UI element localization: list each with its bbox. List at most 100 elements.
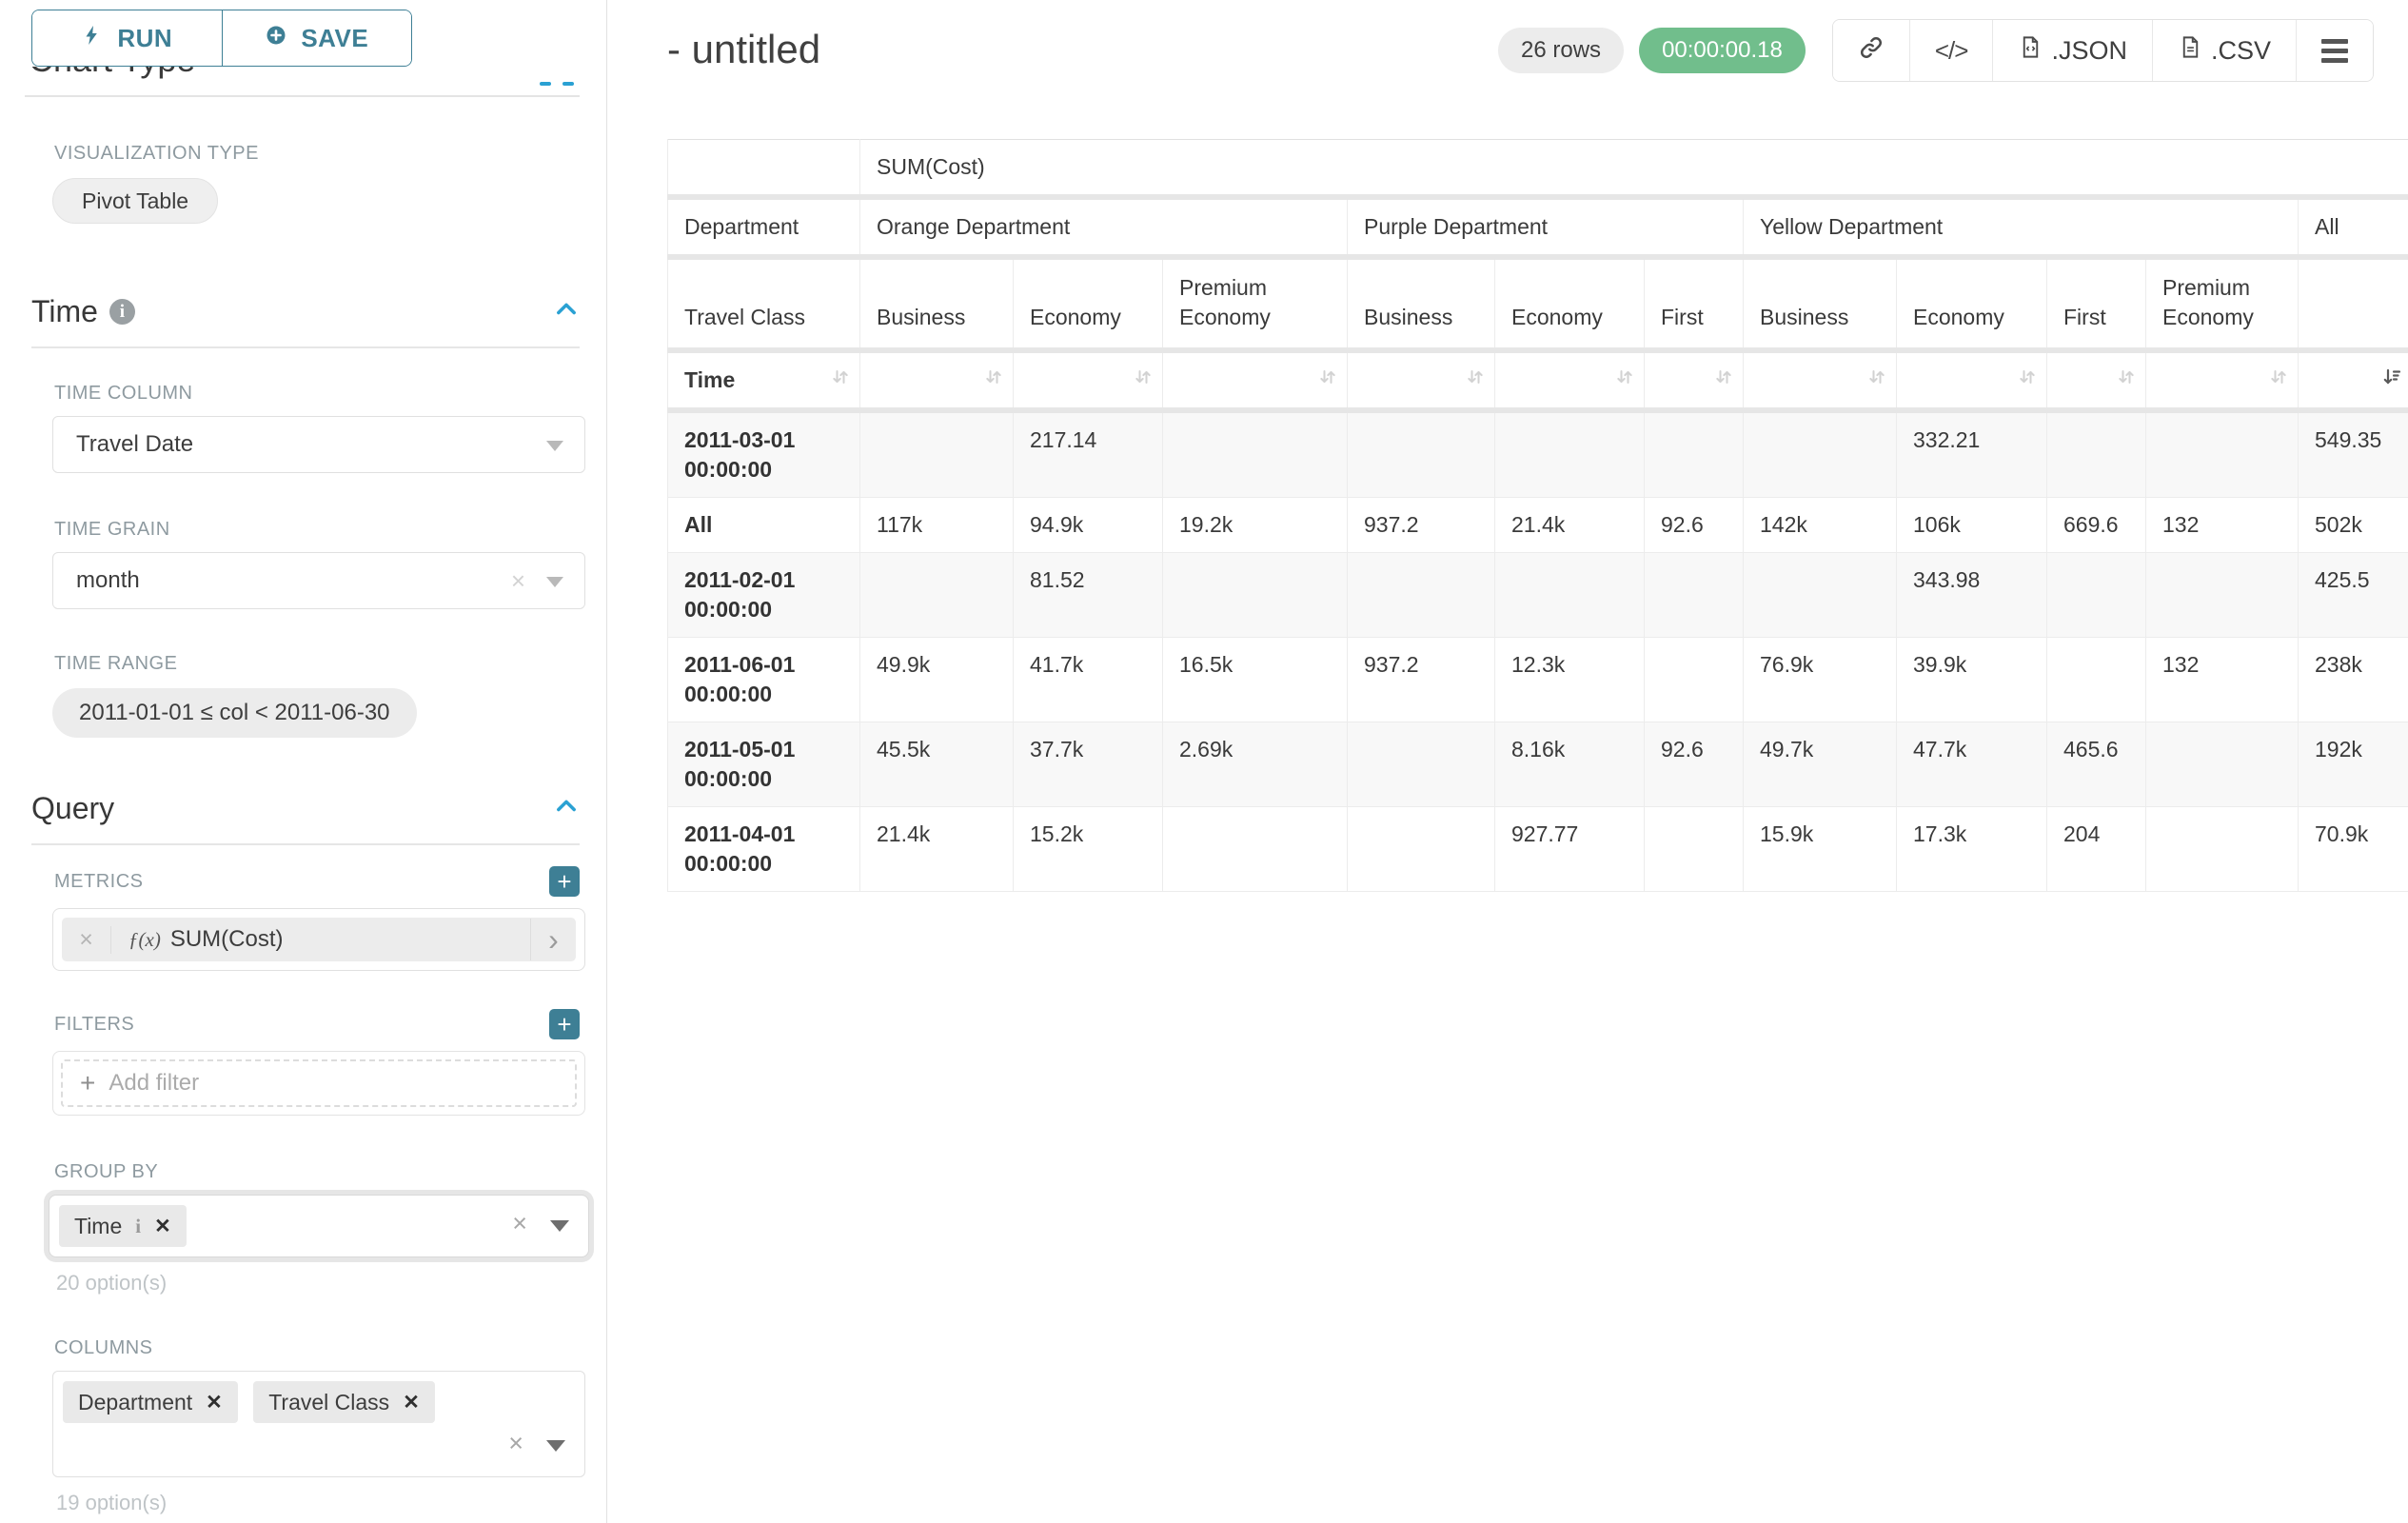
metrics-label: METRICS <box>54 871 144 893</box>
sort-icon[interactable] <box>1316 366 1339 396</box>
remove-metric-icon[interactable]: × <box>62 926 111 954</box>
chevron-down-icon <box>546 577 563 587</box>
row-header-cell: 2011-05-01 00:00:00 <box>668 722 860 807</box>
run-button[interactable]: RUN <box>32 10 222 66</box>
add-filter-button[interactable]: + Add filter <box>61 1059 577 1107</box>
sort-cell <box>1495 350 1645 410</box>
viz-type-pill[interactable]: Pivot Table <box>52 178 218 224</box>
time-grain-select[interactable]: month × <box>52 552 585 609</box>
value-cell: 502k <box>2299 498 2408 553</box>
metric-pill[interactable]: × ƒ(x) SUM(Cost) › <box>62 918 576 961</box>
value-cell: 132 <box>2146 498 2299 553</box>
clear-icon[interactable]: × <box>511 566 525 596</box>
travel-class-header: Business <box>1744 257 1897 350</box>
travel-class-header: Economy <box>1495 257 1645 350</box>
value-cell: 238k <box>2299 638 2408 722</box>
value-cell: 217.14 <box>1014 410 1163 498</box>
value-cell <box>2146 722 2299 807</box>
sort-icon[interactable] <box>829 366 852 396</box>
value-cell <box>1348 410 1495 498</box>
remove-tag-icon[interactable]: ✕ <box>206 1391 223 1414</box>
value-cell <box>1348 553 1495 638</box>
sort-icon[interactable] <box>1613 366 1636 396</box>
value-cell <box>1163 553 1348 638</box>
department-group-header: Orange Department <box>860 197 1348 257</box>
time-axis-label: Time <box>668 350 860 410</box>
sort-cell <box>2299 350 2408 410</box>
chevron-right-icon[interactable]: › <box>530 919 576 960</box>
time-column-select[interactable]: Travel Date <box>52 416 585 473</box>
metric-label: SUM(Cost) <box>170 926 530 953</box>
add-metric-button[interactable]: + <box>549 866 580 897</box>
chevron-down-icon <box>550 1220 569 1232</box>
sort-cell <box>1348 350 1495 410</box>
embed-code-button[interactable]: </> <box>1909 20 1993 81</box>
export-json-button[interactable]: .JSON <box>1992 20 2152 81</box>
sort-desc-active-icon[interactable] <box>2380 366 2403 396</box>
value-cell: 669.6 <box>2047 498 2146 553</box>
group-by-select[interactable]: Time i ✕ × <box>49 1195 589 1257</box>
value-cell: 94.9k <box>1014 498 1163 553</box>
sort-icon[interactable] <box>1712 366 1735 396</box>
time-range-pill[interactable]: 2011-01-01 ≤ col < 2011-06-30 <box>52 688 417 738</box>
value-cell: 15.9k <box>1744 807 1897 892</box>
value-cell <box>860 553 1014 638</box>
add-filter-plus-button[interactable]: + <box>549 1009 580 1039</box>
visualization-type-label: VISUALIZATION TYPE <box>54 143 580 165</box>
remove-tag-icon[interactable]: ✕ <box>403 1391 420 1414</box>
export-csv-button[interactable]: .CSV <box>2152 20 2296 81</box>
department-group-header: All <box>2299 197 2408 257</box>
value-cell <box>2047 410 2146 498</box>
value-cell: 92.6 <box>1645 722 1744 807</box>
sort-icon[interactable] <box>2115 366 2138 396</box>
menu-button[interactable] <box>2296 20 2373 81</box>
travel-class-header: Premium Economy <box>2146 257 2299 350</box>
columns-select[interactable]: Department ✕ Travel Class ✕ × <box>52 1371 585 1477</box>
sort-cell <box>1897 350 2047 410</box>
sort-icon[interactable] <box>1865 366 1888 396</box>
value-cell <box>1645 807 1744 892</box>
value-cell <box>1163 410 1348 498</box>
sort-cell <box>1014 350 1163 410</box>
row-header-cell: 2011-04-01 00:00:00 <box>668 807 860 892</box>
sort-icon[interactable] <box>982 366 1005 396</box>
value-cell <box>1348 807 1495 892</box>
columns-tag: Department ✕ <box>63 1381 238 1423</box>
share-link-button[interactable] <box>1833 20 1909 81</box>
chevron-down-icon <box>546 1440 565 1452</box>
value-cell: 927.77 <box>1495 807 1645 892</box>
sort-cell <box>1163 350 1348 410</box>
value-cell: 45.5k <box>860 722 1014 807</box>
row-header-cell: All <box>668 498 860 553</box>
clear-icon[interactable]: × <box>512 1209 527 1238</box>
plus-circle-icon <box>265 24 287 53</box>
sort-icon[interactable] <box>1464 366 1487 396</box>
sort-icon[interactable] <box>1132 366 1155 396</box>
travel-class-header: First <box>2047 257 2146 350</box>
save-button[interactable]: SAVE <box>222 10 412 66</box>
value-cell: 15.2k <box>1014 807 1163 892</box>
value-cell: 37.7k <box>1014 722 1163 807</box>
plus-icon: + <box>80 1068 95 1098</box>
clipped-icon-fragment <box>540 82 551 86</box>
hamburger-menu-icon <box>2321 39 2348 63</box>
sort-icon[interactable] <box>2016 366 2039 396</box>
department-group-header: Purple Department <box>1348 197 1744 257</box>
sort-cell <box>2146 350 2299 410</box>
metrics-control: × ƒ(x) SUM(Cost) › <box>52 908 585 971</box>
remove-tag-icon[interactable]: ✕ <box>154 1215 171 1238</box>
sort-icon[interactable] <box>2267 366 2290 396</box>
value-cell <box>2047 638 2146 722</box>
clear-icon[interactable]: × <box>508 1429 523 1458</box>
travel-class-header <box>2299 257 2408 350</box>
section-divider <box>25 95 580 97</box>
chevron-up-icon[interactable] <box>553 793 580 824</box>
value-cell: 117k <box>860 498 1014 553</box>
pivot-table-container: SUM(Cost)DepartmentOrange DepartmentPurp… <box>667 139 2408 892</box>
value-cell: 81.52 <box>1014 553 1163 638</box>
columns-options-hint: 19 option(s) <box>56 1491 580 1515</box>
chevron-up-icon[interactable] <box>553 296 580 327</box>
value-cell <box>2146 807 2299 892</box>
time-grain-label: TIME GRAIN <box>54 519 580 541</box>
value-cell <box>2146 553 2299 638</box>
